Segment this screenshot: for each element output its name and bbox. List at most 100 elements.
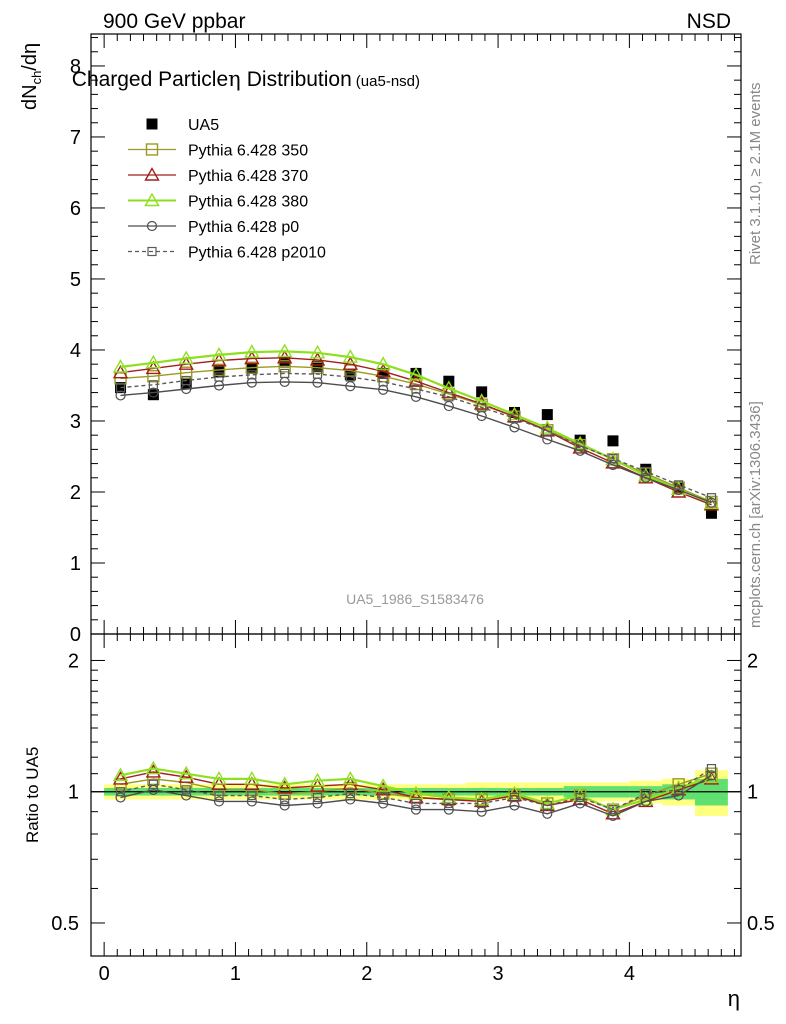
chart-title: Charged Particleη Distribution (ua5-nsd) — [72, 67, 420, 91]
main-data-point — [180, 366, 193, 379]
main-data-point — [345, 372, 355, 382]
main-data-point — [441, 384, 457, 399]
ratio-plot-frame — [90, 633, 742, 957]
ratio-data-point — [276, 776, 293, 790]
main-series-line — [120, 350, 712, 505]
main-data-point — [541, 409, 553, 421]
ratio-data-point — [441, 789, 457, 804]
legend-label: Pythia 6.428 p0 — [188, 219, 299, 236]
ratio-data-point — [112, 767, 129, 782]
main-data-point — [115, 383, 126, 393]
legend-entry: Pythia 6.428 350 — [128, 143, 308, 160]
ratio-data-point — [342, 770, 359, 785]
legend-marker — [145, 143, 159, 156]
main-data-point — [181, 375, 191, 386]
main-data-point — [312, 369, 323, 379]
ratio-plot-series — [112, 760, 720, 822]
header-process: 900 GeV ppbar — [103, 10, 245, 33]
main-data-point — [342, 349, 359, 363]
main-data-point — [115, 390, 126, 401]
main-data-point — [344, 369, 356, 381]
main-data-point — [213, 366, 225, 378]
main-data-point — [345, 381, 356, 392]
legend-entry: Pythia 6.428 p2010 — [128, 245, 326, 262]
ratio-data-point — [145, 764, 162, 778]
main-data-point — [508, 406, 520, 418]
legend-label: Pythia 6.428 350 — [188, 143, 308, 160]
ratio-data-point — [375, 778, 391, 792]
ratio-data-point — [378, 792, 388, 803]
main-data-point — [276, 343, 293, 358]
main-data-point — [443, 400, 454, 412]
x-tick-label: 4 — [624, 963, 635, 985]
ratio-data-point — [706, 770, 717, 781]
main-data-point — [245, 361, 259, 374]
main-data-point — [311, 361, 324, 374]
ratio-data-point — [375, 781, 391, 796]
main-data-point — [444, 392, 454, 402]
ratio-data-point — [572, 791, 588, 806]
main-data-point — [342, 356, 359, 370]
x-tick-label: 0 — [99, 963, 110, 985]
y-tick-label: 0 — [70, 624, 81, 646]
main-data-point — [410, 391, 422, 402]
ratio-data-point — [145, 760, 162, 775]
ratio-y-tick-label-right: 1 — [747, 782, 758, 804]
ratio-data-point — [309, 772, 326, 787]
ratio-data-point — [443, 804, 454, 815]
main-data-point — [706, 497, 717, 508]
ratio-y-tick-label: 2 — [68, 650, 79, 672]
main-data-point — [147, 370, 160, 383]
main-data-point — [344, 364, 357, 377]
main-data-point — [509, 422, 520, 433]
analysis-id-watermark: UA5_1986_S1583476 — [346, 591, 484, 607]
main-data-point — [377, 367, 389, 379]
main-data-point — [147, 389, 159, 401]
legend-marker — [144, 167, 160, 181]
main-data-point — [112, 359, 129, 373]
main-data-point — [378, 377, 388, 387]
ratio-data-point — [115, 787, 126, 797]
x-tick-label: 3 — [493, 963, 504, 985]
main-data-point — [246, 377, 257, 388]
ratio-series-4 — [115, 763, 717, 815]
main-data-point — [607, 435, 619, 447]
ratio-y-tick-label: 1 — [68, 782, 79, 804]
ratio-data-point — [473, 793, 490, 808]
y-tick-label: 8 — [70, 56, 81, 78]
main-series-line — [120, 372, 712, 499]
ratio-data-point — [539, 795, 556, 810]
ratio-data-point — [312, 792, 323, 803]
main-data-point — [375, 356, 391, 370]
main-data-point — [211, 347, 227, 361]
ratio-series-line — [120, 768, 712, 811]
ratio-data-point — [178, 765, 194, 780]
y-tick-label: 7 — [70, 127, 81, 149]
legend-marker — [146, 118, 158, 130]
main-data-point — [279, 356, 291, 368]
main-data-point — [705, 507, 717, 519]
legend-label: Pythia 6.428 380 — [188, 194, 308, 211]
legend-entry: Pythia 6.428 380 — [128, 192, 308, 211]
ratio-data-point — [473, 791, 490, 806]
ratio-data-point — [181, 790, 192, 801]
main-data-point — [278, 360, 291, 373]
main-data-point — [375, 363, 391, 377]
ratio-data-point — [674, 785, 684, 795]
ratio-data-point — [276, 780, 293, 794]
main-data-point — [703, 495, 720, 510]
ratio-data-point — [148, 784, 159, 795]
main-plot-axes: 0 1 2 3 4 5 6 7 8 — [70, 33, 742, 646]
rivet-version-label: Rivet 3.1.10, ≥ 2.1M events — [747, 83, 764, 266]
header-selection: NSD — [687, 10, 731, 33]
ratio-data-point — [345, 794, 356, 805]
legend-label: Pythia 6.428 370 — [188, 168, 308, 185]
ratio-data-point — [411, 798, 421, 809]
ratio-data-point — [246, 796, 257, 807]
ratio-data-point — [673, 790, 684, 801]
main-data-point — [640, 472, 651, 483]
legend: UA5 Pythia 6.428 350 Pythia 6.428 370 Pythi… — [128, 117, 326, 262]
main-data-point — [212, 363, 226, 377]
legend-entry: Pythia 6.428 370 — [128, 167, 308, 185]
